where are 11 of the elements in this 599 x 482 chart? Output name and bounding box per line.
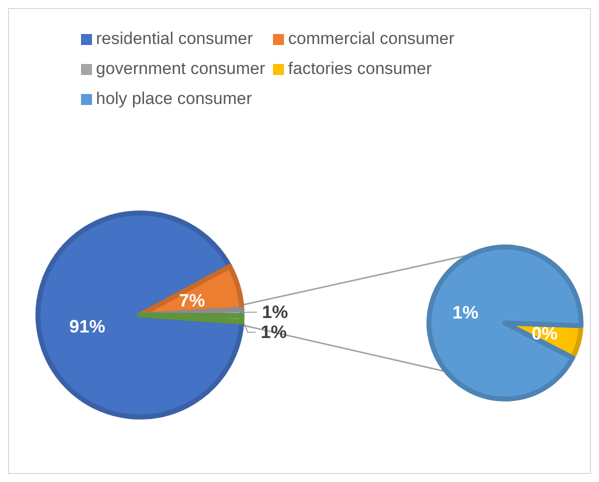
legend-label: holy place consumer [96,89,252,109]
data-label: 91% [69,316,106,336]
legend-label: residential consumer [96,29,253,49]
data-label: 0% [532,323,558,344]
data-label: 1% [260,322,287,342]
data-label: 1% [452,302,478,323]
data-label: 7% [178,290,205,310]
legend-label: government consumer [96,59,266,79]
legend-label: factories consumer [288,59,432,79]
data-label: 1% [262,302,288,322]
legend-label: commercial consumer [288,29,454,49]
